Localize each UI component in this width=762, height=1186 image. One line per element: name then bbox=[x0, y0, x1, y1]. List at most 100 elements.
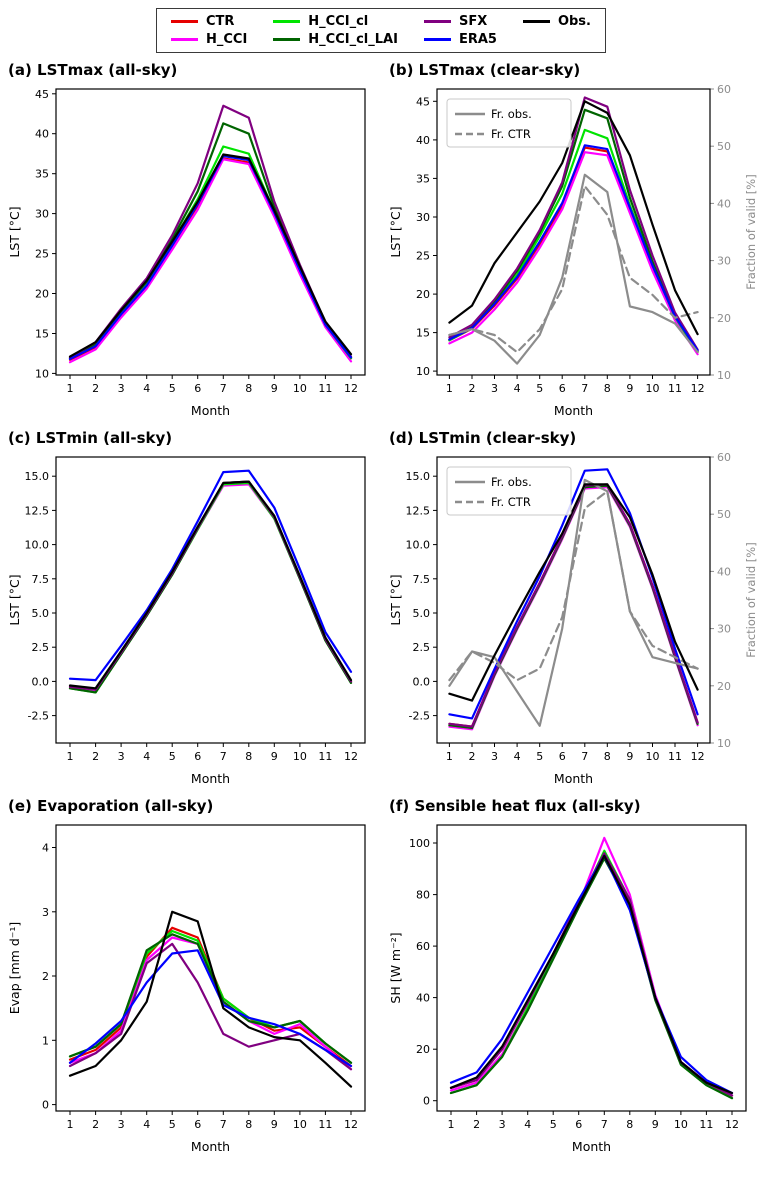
svg-text:45: 45 bbox=[35, 88, 49, 101]
svg-text:15.0: 15.0 bbox=[25, 470, 50, 483]
svg-text:5: 5 bbox=[169, 382, 176, 395]
svg-text:11: 11 bbox=[318, 750, 332, 763]
svg-text:4: 4 bbox=[514, 382, 521, 395]
svg-text:9: 9 bbox=[652, 1118, 659, 1131]
svg-text:1: 1 bbox=[448, 1118, 455, 1131]
svg-text:6: 6 bbox=[559, 750, 566, 763]
svg-text:Fr. obs.: Fr. obs. bbox=[491, 107, 532, 121]
svg-text:3: 3 bbox=[118, 1118, 125, 1131]
svg-text:10: 10 bbox=[293, 750, 307, 763]
svg-text:Fr. CTR: Fr. CTR bbox=[491, 495, 531, 509]
svg-text:25: 25 bbox=[35, 248, 49, 261]
svg-text:7: 7 bbox=[220, 750, 227, 763]
legend-line-swatch bbox=[522, 20, 550, 23]
legend-item-h_cci_cl: H_CCI_cl bbox=[273, 14, 398, 29]
svg-text:5: 5 bbox=[169, 1118, 176, 1131]
legend-label: CTR bbox=[205, 14, 235, 29]
svg-text:2: 2 bbox=[469, 382, 476, 395]
svg-text:12: 12 bbox=[691, 382, 705, 395]
legend-item-era5: ERA5 bbox=[423, 32, 497, 47]
svg-text:2: 2 bbox=[473, 1118, 480, 1131]
svg-text:3: 3 bbox=[499, 1118, 506, 1131]
svg-text:12: 12 bbox=[725, 1118, 739, 1131]
legend-line-swatch bbox=[170, 20, 198, 23]
svg-text:20: 20 bbox=[717, 680, 731, 693]
svg-text:5: 5 bbox=[536, 382, 543, 395]
svg-text:40: 40 bbox=[35, 128, 49, 141]
svg-text:Fr. CTR: Fr. CTR bbox=[491, 127, 531, 141]
svg-text:7.5: 7.5 bbox=[413, 573, 431, 586]
legend-item-sfx: SFX bbox=[423, 14, 497, 29]
svg-text:11: 11 bbox=[318, 1118, 332, 1131]
legend-item-ctr: CTR bbox=[170, 14, 247, 29]
svg-text:30: 30 bbox=[416, 211, 430, 224]
legend-label: H_CCI bbox=[205, 32, 248, 47]
svg-text:4: 4 bbox=[143, 1118, 150, 1131]
svg-text:2: 2 bbox=[469, 750, 476, 763]
svg-text:11: 11 bbox=[699, 1118, 713, 1131]
legend-item-obs-: Obs. bbox=[522, 14, 591, 29]
svg-text:10.0: 10.0 bbox=[406, 539, 431, 552]
svg-text:4: 4 bbox=[143, 382, 150, 395]
svg-text:1: 1 bbox=[67, 750, 74, 763]
svg-text:10: 10 bbox=[717, 737, 731, 750]
legend-line-swatch bbox=[170, 38, 198, 41]
svg-text:6: 6 bbox=[194, 1118, 201, 1131]
svg-text:0: 0 bbox=[42, 1099, 49, 1112]
chart-a-lstmax-allsky: 1 2 3 4 5 6 7 8 9 10 11 121015202530354045MonthLST … bbox=[7, 88, 366, 418]
svg-text:4: 4 bbox=[42, 842, 49, 855]
svg-text:3: 3 bbox=[118, 382, 125, 395]
svg-text:12: 12 bbox=[344, 750, 358, 763]
svg-text:15.0: 15.0 bbox=[406, 470, 431, 483]
svg-text:8: 8 bbox=[604, 750, 611, 763]
svg-text:Fr. obs.: Fr. obs. bbox=[491, 475, 532, 489]
chart-title-d: (d) LSTmin (clear-sky) bbox=[389, 429, 577, 447]
svg-text:30: 30 bbox=[717, 623, 731, 636]
legend-label: ERA5 bbox=[458, 32, 497, 47]
svg-text:5.0: 5.0 bbox=[32, 607, 50, 620]
svg-text:7: 7 bbox=[220, 382, 227, 395]
panel-a: (a) LSTmax (all-sky) 1 2 3 4 5 6 7 8 9 10 11 12 10 15… bbox=[0, 57, 381, 421]
panel-c: (c) LSTmin (all-sky) 1 2 3 4 5 6 7 8 9 10 11 12 -2.5… bbox=[0, 425, 381, 789]
svg-text:5.0: 5.0 bbox=[413, 607, 431, 620]
svg-text:12: 12 bbox=[344, 382, 358, 395]
legend-line-swatch bbox=[423, 20, 451, 23]
svg-text:10: 10 bbox=[646, 382, 660, 395]
svg-text:20: 20 bbox=[35, 288, 49, 301]
svg-text:30: 30 bbox=[35, 208, 49, 221]
svg-text:0.0: 0.0 bbox=[413, 675, 431, 688]
svg-text:4: 4 bbox=[524, 1118, 531, 1131]
panel-grid: (a) LSTmax (all-sky) 1 2 3 4 5 6 7 8 9 10 11 12 10 15… bbox=[0, 57, 762, 1157]
svg-text:3: 3 bbox=[42, 906, 49, 919]
svg-text:Month: Month bbox=[191, 1139, 230, 1154]
svg-text:8: 8 bbox=[245, 750, 252, 763]
chart-title-f: (f) Sensible heat flux (all-sky) bbox=[389, 797, 641, 815]
panel-d: (d) LSTmin (clear-sky) 1 2 3 4 5 6 7 8 9 10 11 12 -2… bbox=[381, 425, 762, 789]
svg-text:1: 1 bbox=[446, 750, 453, 763]
svg-text:2: 2 bbox=[92, 382, 99, 395]
svg-text:0.0: 0.0 bbox=[32, 675, 50, 688]
svg-text:6: 6 bbox=[575, 1118, 582, 1131]
svg-text:12: 12 bbox=[344, 1118, 358, 1131]
svg-text:60: 60 bbox=[717, 451, 731, 464]
svg-text:100: 100 bbox=[409, 837, 430, 850]
chart-title-b: (b) LSTmax (clear-sky) bbox=[389, 61, 581, 79]
svg-text:LST [°C]: LST [°C] bbox=[7, 206, 22, 257]
svg-text:1: 1 bbox=[446, 382, 453, 395]
svg-text:10: 10 bbox=[646, 750, 660, 763]
svg-text:0: 0 bbox=[423, 1095, 430, 1108]
svg-text:Month: Month bbox=[191, 771, 230, 786]
svg-text:LST [°C]: LST [°C] bbox=[388, 574, 403, 625]
svg-text:9: 9 bbox=[271, 382, 278, 395]
svg-text:3: 3 bbox=[491, 750, 498, 763]
svg-text:6: 6 bbox=[194, 382, 201, 395]
svg-text:Month: Month bbox=[572, 1139, 611, 1154]
svg-text:9: 9 bbox=[271, 750, 278, 763]
legend-label: H_CCI_cl_LAI bbox=[308, 32, 398, 47]
svg-text:40: 40 bbox=[416, 134, 430, 147]
svg-text:6: 6 bbox=[194, 750, 201, 763]
svg-text:1: 1 bbox=[67, 382, 74, 395]
svg-text:10: 10 bbox=[35, 367, 49, 380]
